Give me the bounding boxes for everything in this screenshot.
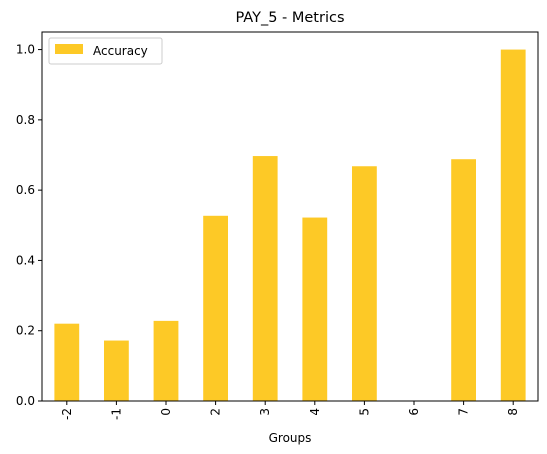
x-tick-label: 7 bbox=[457, 408, 471, 416]
chart-title: PAY_5 - Metrics bbox=[235, 10, 344, 26]
x-axis: -2 -1 0 2 3 4 5 6 7 8 bbox=[60, 401, 520, 420]
bar-0 bbox=[153, 320, 179, 401]
legend: Accuracy bbox=[48, 37, 163, 65]
bar-3 bbox=[252, 156, 278, 401]
bar-4 bbox=[302, 217, 328, 401]
y-axis: 0.0 0.2 0.4 0.6 0.8 1.0 bbox=[16, 43, 42, 408]
bars-group bbox=[54, 49, 526, 401]
x-tick-label: 0 bbox=[159, 408, 173, 416]
y-tick-label: 0.8 bbox=[16, 113, 35, 127]
y-tick-label: 0.0 bbox=[16, 394, 35, 408]
x-tick-label: 6 bbox=[407, 408, 421, 416]
x-tick-label: 8 bbox=[506, 408, 520, 416]
x-tick-label: 5 bbox=[357, 408, 371, 416]
bar-7 bbox=[451, 159, 476, 401]
y-tick-label: 0.4 bbox=[16, 253, 35, 267]
x-tick-label: 3 bbox=[258, 408, 272, 416]
y-tick-label: 0.6 bbox=[16, 183, 35, 197]
x-tick-label: 2 bbox=[209, 408, 223, 416]
legend-swatch-accuracy bbox=[55, 44, 83, 54]
x-tick-label: -1 bbox=[109, 408, 123, 420]
x-tick-label: 4 bbox=[308, 408, 322, 416]
bar--2 bbox=[54, 323, 80, 401]
y-tick-label: 1.0 bbox=[16, 43, 35, 57]
x-tick-label: -2 bbox=[60, 408, 74, 420]
axes-frame bbox=[41, 31, 539, 402]
bar--1 bbox=[104, 340, 129, 401]
bar-2 bbox=[203, 215, 228, 401]
legend-label-accuracy: Accuracy bbox=[93, 44, 148, 58]
bar-8 bbox=[500, 49, 526, 401]
x-axis-title: Groups bbox=[269, 431, 312, 445]
y-tick-label: 0.2 bbox=[16, 324, 35, 338]
bar-5 bbox=[352, 166, 377, 401]
